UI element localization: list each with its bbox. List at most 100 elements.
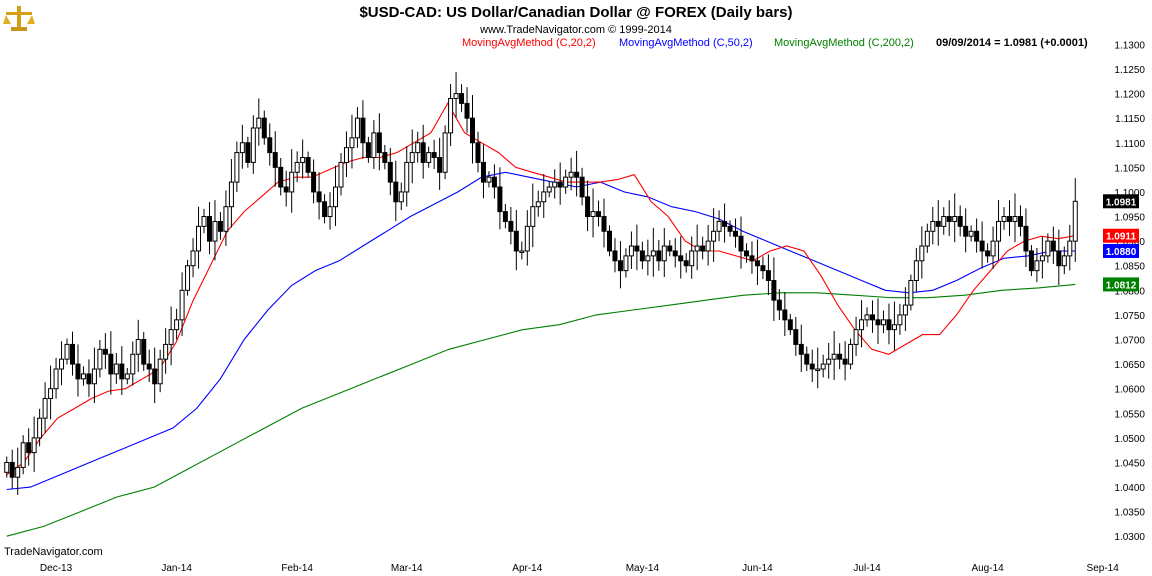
candle xyxy=(568,157,574,191)
candle-body xyxy=(1067,240,1073,257)
candle xyxy=(935,200,941,246)
candle-body xyxy=(908,279,914,306)
candle-body xyxy=(656,250,662,262)
candle-body xyxy=(875,319,881,326)
candle xyxy=(398,182,404,211)
x-tick-label: Dec-13 xyxy=(40,563,73,574)
candle-body xyxy=(711,230,717,242)
candle xyxy=(475,131,481,173)
candle-body xyxy=(530,206,536,227)
candle-body xyxy=(272,152,278,168)
candle xyxy=(601,198,607,248)
candle xyxy=(963,208,969,253)
candle-body xyxy=(415,142,421,154)
candle-body xyxy=(815,368,821,372)
candle xyxy=(754,239,760,285)
x-tick-label: Sep-14 xyxy=(1087,563,1120,574)
candle xyxy=(365,136,371,163)
candle xyxy=(119,346,125,396)
candle-body xyxy=(1039,255,1045,262)
y-axis: 1.1300 1.1250 1.1200 1.1150 1.1100 1.1050 1.10… xyxy=(1114,40,1145,543)
candle-body xyxy=(196,225,202,252)
candle-body xyxy=(256,117,262,129)
candle-body xyxy=(1034,260,1040,272)
candle-body xyxy=(1045,240,1051,257)
candle xyxy=(135,319,141,372)
candle xyxy=(722,203,728,243)
candle-body xyxy=(311,171,317,193)
candle xyxy=(141,331,147,371)
candle xyxy=(349,114,355,169)
candle-body xyxy=(913,260,919,281)
candle xyxy=(102,333,108,369)
candle xyxy=(75,344,81,397)
legend-entry-ma50: MovingAvgMethod (C,50,2) xyxy=(619,37,753,49)
candle-body xyxy=(891,324,897,331)
candle xyxy=(448,83,454,146)
y-tick-label: 1.0700 xyxy=(1114,335,1145,346)
candle-body xyxy=(228,181,234,208)
candle xyxy=(826,342,832,379)
y-tick-label: 1.0550 xyxy=(1114,409,1145,420)
candle xyxy=(996,200,1002,261)
legend-entry-ma200: MovingAvgMethod (C,200,2) xyxy=(774,37,914,49)
candle-body xyxy=(650,250,656,257)
candle-body xyxy=(42,398,48,419)
candle xyxy=(639,241,645,270)
candle xyxy=(798,324,804,372)
candle xyxy=(579,167,585,206)
candle xyxy=(228,158,234,228)
candle xyxy=(650,227,656,277)
y-tick-label: 1.0400 xyxy=(1114,483,1145,494)
candle-body xyxy=(524,225,530,252)
candle xyxy=(91,347,97,404)
candle-body xyxy=(371,132,377,159)
candle-body xyxy=(201,216,207,227)
candle xyxy=(1045,233,1051,263)
candle xyxy=(519,241,525,260)
candle-body xyxy=(1023,225,1029,252)
candle-body xyxy=(897,314,903,326)
candle xyxy=(590,188,596,238)
candle xyxy=(880,310,886,334)
candle-body xyxy=(798,343,804,355)
candle-body xyxy=(168,329,174,345)
candle xyxy=(190,238,196,278)
y-tick-label: 1.0850 xyxy=(1114,262,1145,273)
x-tick-label: Jun-14 xyxy=(742,563,773,574)
candle xyxy=(86,359,92,397)
candle-body xyxy=(404,161,410,193)
candle-body xyxy=(727,225,733,232)
last-value-badge: 1.0981 xyxy=(1103,194,1139,209)
candle xyxy=(146,349,152,383)
candle xyxy=(327,192,333,230)
candle xyxy=(793,316,799,356)
x-tick-label: Feb-14 xyxy=(281,563,313,574)
candle xyxy=(617,241,623,289)
candle-body xyxy=(206,216,212,242)
candle-body xyxy=(376,132,382,154)
candle xyxy=(919,226,925,279)
candle-body xyxy=(163,343,169,360)
candle xyxy=(15,447,21,495)
candle xyxy=(848,338,854,370)
candle-body xyxy=(574,171,580,178)
candle-body xyxy=(420,142,426,163)
candle-body xyxy=(1007,216,1013,222)
candle xyxy=(300,139,306,179)
candle xyxy=(1061,246,1067,275)
candle xyxy=(415,131,421,163)
y-tick-label: 1.0300 xyxy=(1114,532,1145,543)
y-tick-label: 1.0600 xyxy=(1114,385,1145,396)
candle-body xyxy=(930,220,936,232)
candle-body xyxy=(322,201,328,218)
candle-body xyxy=(585,196,591,218)
badge-label: 1.0880 xyxy=(1106,247,1137,258)
candle xyxy=(1017,205,1023,237)
candle xyxy=(261,110,267,145)
last-value-badge: 1.0911 xyxy=(1103,228,1139,243)
candle xyxy=(459,84,465,112)
candle-body xyxy=(459,93,465,104)
candle xyxy=(491,164,497,199)
candle-body xyxy=(283,186,289,193)
